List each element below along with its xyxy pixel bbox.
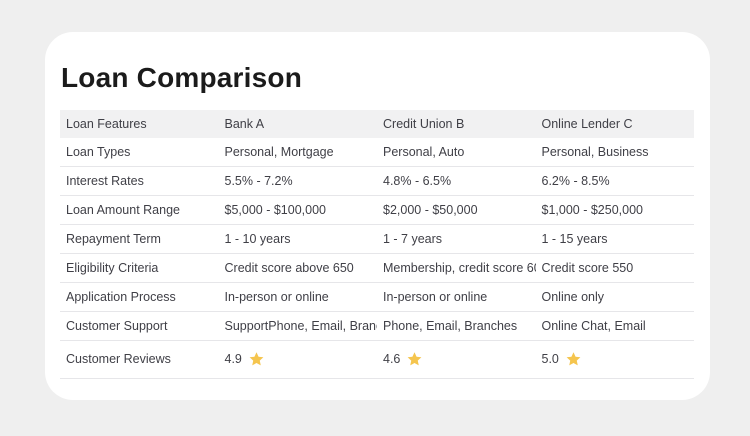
value-cell: 1 - 7 years — [377, 224, 536, 255]
page-title: Loan Comparison — [61, 62, 303, 93]
value-cell: 1 - 10 years — [218, 224, 377, 255]
rating: 5.0 — [542, 351, 582, 367]
loan-comparison-table: Loan Features Bank A Credit Union B Onli… — [60, 110, 694, 380]
value-cell: SupportPhone, Email, Branches — [218, 311, 377, 342]
rating: 4.9 — [225, 351, 265, 367]
feature-cell: Repayment Term — [60, 224, 219, 255]
value-cell: Credit score above 650 — [218, 253, 377, 284]
value-cell: Personal, Mortgage — [218, 138, 377, 168]
table-row-loan-types: Loan Types Personal, Mortgage Personal, … — [60, 138, 694, 168]
feature-cell: Application Process — [60, 282, 219, 313]
value-cell: Online only — [535, 282, 694, 313]
table-row-loan-amount-range: Loan Amount Range $5,000 - $100,000 $2,0… — [60, 195, 694, 226]
rating: 4.6 — [383, 351, 423, 367]
rating-value: 4.6 — [383, 352, 401, 367]
table-row-customer-support: Customer Support SupportPhone, Email, Br… — [60, 311, 694, 342]
table-row-eligibility-criteria: Eligibility Criteria Credit score above … — [60, 253, 694, 284]
value-cell: 1 - 15 years — [535, 224, 694, 255]
feature-cell: Loan Amount Range — [60, 195, 219, 226]
value-cell: 4.8% - 6.5% — [377, 166, 536, 197]
rating-cell: 4.9 — [218, 340, 377, 380]
table-header-row: Loan Features Bank A Credit Union B Onli… — [60, 110, 694, 139]
value-cell: Online Chat, Email — [535, 311, 694, 342]
feature-cell: Customer Reviews — [60, 340, 219, 380]
column-header-online-lender-c: Online Lender C — [535, 110, 694, 139]
value-cell: $2,000 - $50,000 — [377, 195, 536, 226]
rating-value: 4.9 — [224, 352, 242, 367]
value-cell: $1,000 - $250,000 — [535, 195, 694, 226]
value-cell: In-person or online — [218, 282, 377, 313]
value-cell: 5.5% - 7.2% — [218, 166, 377, 197]
value-cell: Membership, credit score 600 — [377, 253, 536, 284]
rating-cell: 4.6 — [377, 340, 536, 380]
table-row-repayment-term: Repayment Term 1 - 10 years 1 - 7 years … — [60, 224, 694, 255]
feature-cell: Interest Rates — [60, 166, 219, 197]
table-row-customer-reviews: Customer Reviews 4.9 4.6 — [60, 340, 694, 380]
rating-cell: 5.0 — [535, 340, 694, 380]
column-header-credit-union-b: Credit Union B — [377, 110, 536, 139]
value-cell: 6.2% - 8.5% — [535, 166, 694, 197]
feature-cell: Loan Types — [60, 138, 219, 168]
star-icon — [406, 351, 423, 367]
value-cell: Credit score 550 — [535, 253, 694, 284]
value-cell: Personal, Auto — [377, 138, 536, 168]
value-cell: $5,000 - $100,000 — [218, 195, 377, 226]
column-header-features: Loan Features — [60, 110, 219, 139]
feature-cell: Eligibility Criteria — [60, 253, 219, 284]
column-header-bank-a: Bank A — [218, 110, 377, 139]
feature-cell: Customer Support — [60, 311, 219, 342]
loan-comparison-card: Loan Comparison Loan Features Bank A Cre… — [45, 32, 710, 400]
value-cell: In-person or online — [377, 282, 536, 313]
table-row-interest-rates: Interest Rates 5.5% - 7.2% 4.8% - 6.5% 6… — [60, 166, 694, 197]
value-cell: Phone, Email, Branches — [377, 311, 536, 342]
table-row-application-process: Application Process In-person or online … — [60, 282, 694, 313]
value-cell: Personal, Business — [535, 138, 694, 168]
rating-value: 5.0 — [541, 352, 559, 367]
star-icon — [248, 351, 265, 367]
star-icon — [565, 351, 582, 367]
